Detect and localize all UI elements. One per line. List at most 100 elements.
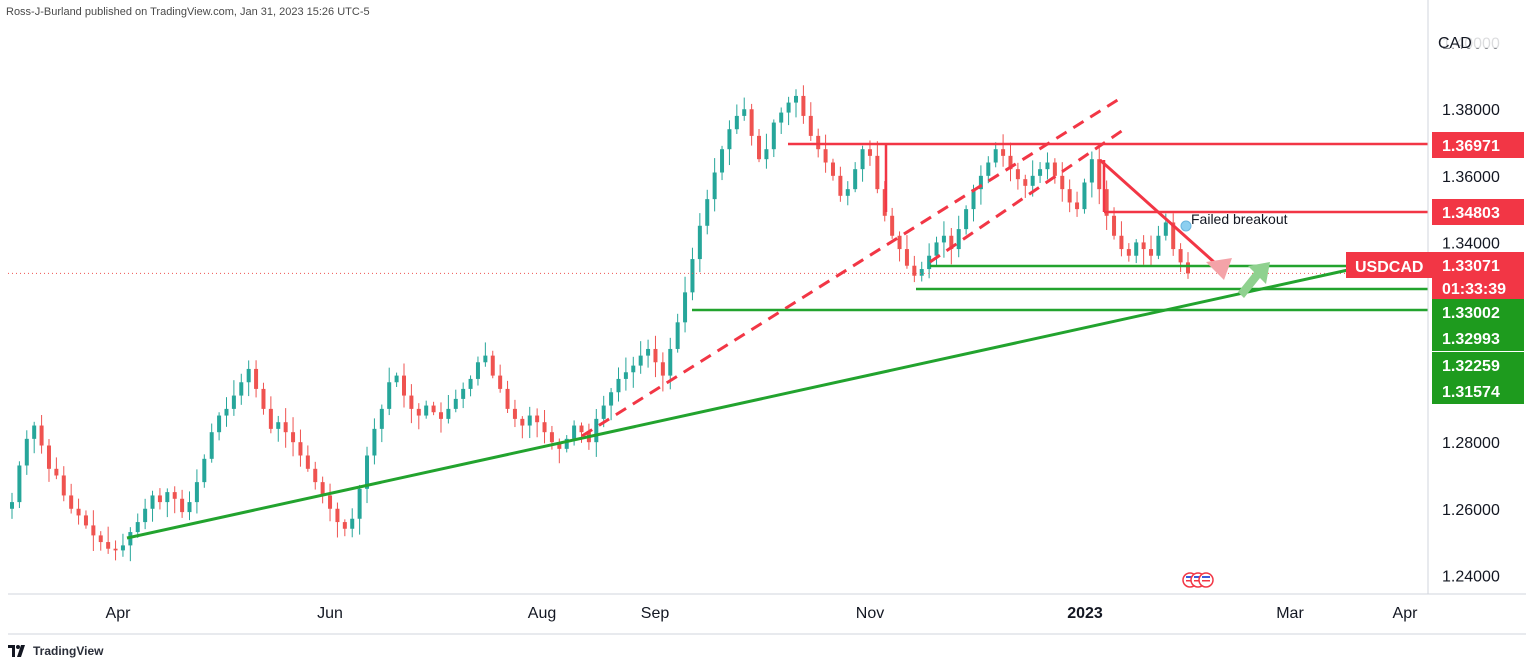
candle [941, 221, 946, 258]
candle [261, 382, 266, 415]
candle [1067, 179, 1072, 213]
candle [1015, 162, 1020, 190]
candle [32, 421, 37, 454]
candle [438, 402, 443, 433]
candle [631, 356, 636, 388]
candle [453, 389, 458, 413]
candle [956, 215, 961, 258]
candle [298, 429, 303, 467]
candle [291, 417, 296, 457]
drawings-layer: Failed breakout [8, 94, 1428, 588]
candle [1178, 243, 1183, 273]
candle [653, 335, 658, 378]
candle [1126, 243, 1131, 262]
candle [749, 103, 754, 146]
candle [779, 107, 784, 134]
candle [106, 526, 111, 554]
candle [697, 213, 702, 273]
candle [757, 129, 762, 163]
candle [712, 158, 717, 212]
candle [794, 89, 798, 118]
candle [1023, 174, 1028, 198]
candle [320, 476, 325, 504]
candle [875, 141, 880, 194]
candle [1134, 239, 1139, 264]
candle [328, 483, 333, 522]
time-tick-label: Apr [1393, 605, 1419, 622]
candle [764, 133, 769, 169]
candle [409, 384, 414, 424]
price-label: 1.33071 01:33:39 [1432, 252, 1524, 302]
candle [897, 231, 902, 262]
price-tick-label: 1.26000 [1442, 502, 1500, 519]
candle [505, 380, 510, 414]
candle [143, 498, 148, 530]
candle [542, 409, 547, 444]
candle [335, 502, 340, 538]
candle [394, 372, 399, 387]
symbol-label: USDCAD [1355, 259, 1423, 276]
time-tick-label: Nov [856, 605, 884, 622]
price-label-value: 1.36971 [1442, 138, 1500, 155]
candle [727, 120, 732, 166]
candle [1097, 146, 1102, 205]
candle [742, 97, 747, 121]
candle [313, 461, 318, 490]
price-tick-label: 1.34000 [1442, 235, 1500, 252]
candle [387, 367, 392, 416]
candle [135, 513, 140, 538]
symbol-tag: USDCAD [1346, 252, 1432, 278]
candle [934, 236, 939, 267]
candle [187, 491, 192, 521]
candle [1001, 134, 1006, 167]
candle [838, 166, 843, 202]
candle [1060, 162, 1065, 202]
tradingview-logo-icon [8, 645, 25, 657]
candle [1156, 225, 1161, 260]
candle [572, 420, 577, 446]
candle [17, 461, 22, 509]
candle [623, 357, 628, 391]
channel-dashed-lower [581, 94, 1125, 438]
candle [475, 356, 480, 386]
candle [646, 339, 651, 368]
candle [720, 145, 725, 181]
time-tick-label: Sep [641, 605, 670, 622]
candle [24, 430, 29, 475]
candle [61, 466, 66, 502]
price-label: 1.33002 [1432, 299, 1524, 325]
red-arrow-icon [1206, 258, 1232, 280]
candle [239, 373, 244, 405]
candle [1075, 191, 1080, 217]
candle [402, 363, 406, 408]
candle [830, 158, 835, 181]
price-label: 1.32993 [1432, 325, 1524, 351]
candle [1149, 235, 1154, 267]
candle [705, 189, 710, 235]
candle [98, 531, 103, 551]
tradingview-brand: TradingView [33, 644, 104, 658]
candle [564, 435, 569, 453]
candle [254, 360, 259, 398]
price-label-value: 1.33071 [1442, 258, 1500, 275]
candle [1082, 178, 1087, 214]
candle [157, 488, 162, 510]
candle [964, 205, 969, 235]
candle [535, 408, 540, 438]
candle [91, 510, 96, 551]
countdown-label: 01:33:39 [1442, 281, 1506, 298]
tradingview-footer[interactable]: TradingView [8, 642, 103, 660]
price-tick-label: 1.36000 [1442, 169, 1500, 186]
events-flag-icon [1182, 572, 1214, 588]
candle [845, 181, 850, 206]
candles-layer [10, 85, 1190, 562]
candle [498, 364, 503, 393]
price-label: 1.34803 [1432, 199, 1524, 225]
candle [853, 162, 858, 193]
candle [1171, 213, 1176, 256]
candle [468, 375, 473, 397]
candle [1089, 151, 1094, 198]
candle [986, 156, 991, 184]
